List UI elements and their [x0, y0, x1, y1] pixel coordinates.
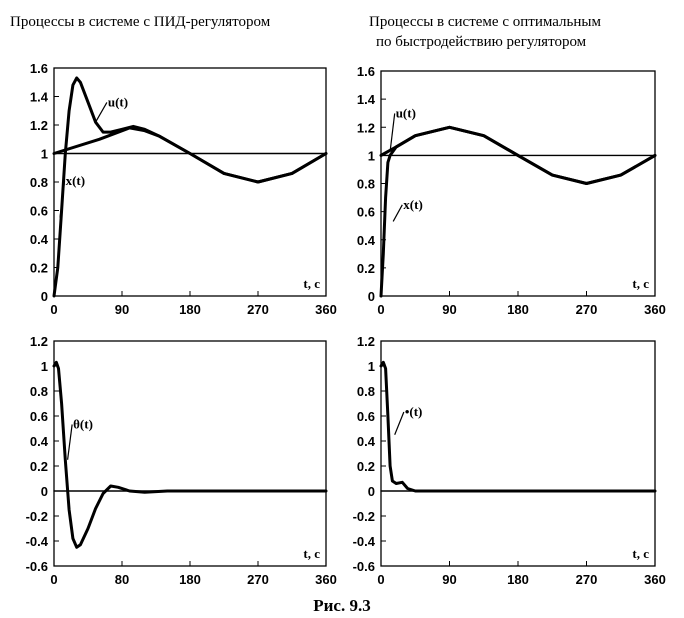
- y-tick-label: 0: [368, 484, 375, 499]
- x-tick-label: 360: [644, 302, 666, 317]
- series-line-x(t): [52, 76, 328, 298]
- annotation-label: u(t): [108, 94, 128, 109]
- x-tick-label: 360: [315, 572, 337, 587]
- annotation-label: x(t): [66, 173, 86, 188]
- x-axis-label: t, c: [632, 546, 649, 561]
- y-tick-label: 1: [368, 148, 375, 163]
- x-axis-label: t, c: [632, 276, 649, 291]
- annotation-leader: [394, 411, 405, 435]
- y-tick-label: 0.4: [357, 233, 376, 248]
- chart-panel-3: -0.6 -0.4 -0.2 0 0.2 0.4 0.6 0.8 1 1.2 0 80 180 270 36…: [26, 334, 337, 587]
- x-tick-label: 90: [115, 302, 129, 317]
- chart-panel-4: -0.6 -0.4 -0.2 0 0.2 0.4 0.6 0.8 1 1.2 0 90 180 270 36…: [353, 334, 666, 587]
- y-tick-label: 0.8: [357, 384, 375, 399]
- y-tick-label: 1.6: [357, 64, 375, 79]
- y-tick-label: -0.2: [353, 509, 375, 524]
- y-tick-label: 0: [368, 289, 375, 304]
- series-line-x(t): [379, 125, 657, 298]
- right-column-title-line1: Процессы в системе с оптимальным: [369, 14, 601, 30]
- annotation-label: u(t): [396, 105, 416, 120]
- y-tick-label: 1.4: [30, 90, 49, 105]
- x-tick-label: 360: [315, 302, 337, 317]
- y-tick-label: 0.8: [30, 384, 48, 399]
- x-tick-label: 270: [576, 572, 598, 587]
- plot-frame: [53, 67, 327, 297]
- y-tick-label: 1: [368, 359, 375, 374]
- y-tick-label: 0.6: [357, 409, 375, 424]
- annotation-leader: [95, 102, 108, 123]
- y-tick-label: -0.6: [353, 559, 375, 574]
- y-tick-label: -0.2: [26, 509, 48, 524]
- x-tick-label: 270: [576, 302, 598, 317]
- y-tick-label: 0.4: [357, 434, 376, 449]
- y-tick-label: 1.6: [30, 61, 48, 76]
- series-line-•(t): [379, 360, 657, 493]
- x-tick-label: 0: [377, 572, 384, 587]
- y-tick-label: 1.2: [357, 120, 375, 135]
- x-tick-label: 180: [179, 572, 201, 587]
- annotation-leader: [59, 180, 66, 218]
- x-tick-label: 270: [247, 572, 269, 587]
- annotation-label: x(t): [403, 197, 423, 212]
- y-tick-label: 1.4: [357, 92, 376, 107]
- x-tick-label: 90: [442, 302, 456, 317]
- x-tick-label: 90: [442, 572, 456, 587]
- x-tick-label: 270: [247, 302, 269, 317]
- annotation-label: θ(t): [73, 417, 93, 432]
- y-tick-label: -0.4: [353, 534, 376, 549]
- y-tick-label: 0.4: [30, 434, 49, 449]
- chart-panel-1: 0 0.2 0.4 0.6 0.8 1 1.2 1.4 1.6 0 90 180 270 360 t, c u…: [30, 61, 337, 317]
- annotation-leader: [389, 113, 396, 152]
- x-tick-label: 180: [507, 572, 529, 587]
- y-tick-label: 0.4: [30, 232, 49, 247]
- y-tick-label: 0.2: [357, 261, 375, 276]
- chart-panel-2: 0 0.2 0.4 0.6 0.8 1 1.2 1.4 1.6 0 90 180 270 360 t, c u…: [357, 64, 666, 317]
- y-tick-label: 1: [41, 359, 48, 374]
- x-tick-label: 0: [377, 302, 384, 317]
- left-column-title: Процессы в системе с ПИД-регулятором: [10, 14, 271, 30]
- right-column-title-line2: по быстродействию регулятором: [376, 34, 587, 50]
- x-tick-label: 0: [50, 302, 57, 317]
- x-axis-label: t, c: [303, 546, 320, 561]
- x-tick-label: 0: [50, 572, 57, 587]
- x-tick-label: 180: [179, 302, 201, 317]
- x-tick-label: 80: [115, 572, 129, 587]
- y-tick-label: 1.2: [30, 334, 48, 349]
- y-tick-label: 0.6: [30, 409, 48, 424]
- annotation-label: •(t): [405, 404, 423, 419]
- annotation-leader: [67, 424, 73, 460]
- y-tick-label: 1.2: [30, 118, 48, 133]
- figure-caption: Рис. 9.3: [313, 596, 370, 615]
- plot-frame: [380, 70, 656, 297]
- x-axis-label: t, c: [303, 276, 320, 291]
- y-tick-label: 1.2: [357, 334, 375, 349]
- y-tick-label: 0.6: [30, 204, 48, 219]
- y-tick-label: -0.4: [26, 534, 49, 549]
- y-tick-label: 0.2: [357, 459, 375, 474]
- annotation-leader: [392, 204, 403, 222]
- y-tick-label: -0.6: [26, 559, 48, 574]
- x-tick-label: 360: [644, 572, 666, 587]
- y-tick-label: 0.6: [357, 205, 375, 220]
- y-tick-label: 0.8: [30, 175, 48, 190]
- series-line-θ(t): [52, 360, 328, 549]
- y-tick-label: 0.2: [30, 459, 48, 474]
- plot-frame: [53, 340, 327, 567]
- y-tick-label: 0.2: [30, 261, 48, 276]
- x-tick-label: 180: [507, 302, 529, 317]
- y-tick-label: 0: [41, 484, 48, 499]
- y-tick-label: 1: [41, 147, 48, 162]
- y-tick-label: 0: [41, 289, 48, 304]
- y-tick-label: 0.8: [357, 177, 375, 192]
- plot-frame: [380, 340, 656, 567]
